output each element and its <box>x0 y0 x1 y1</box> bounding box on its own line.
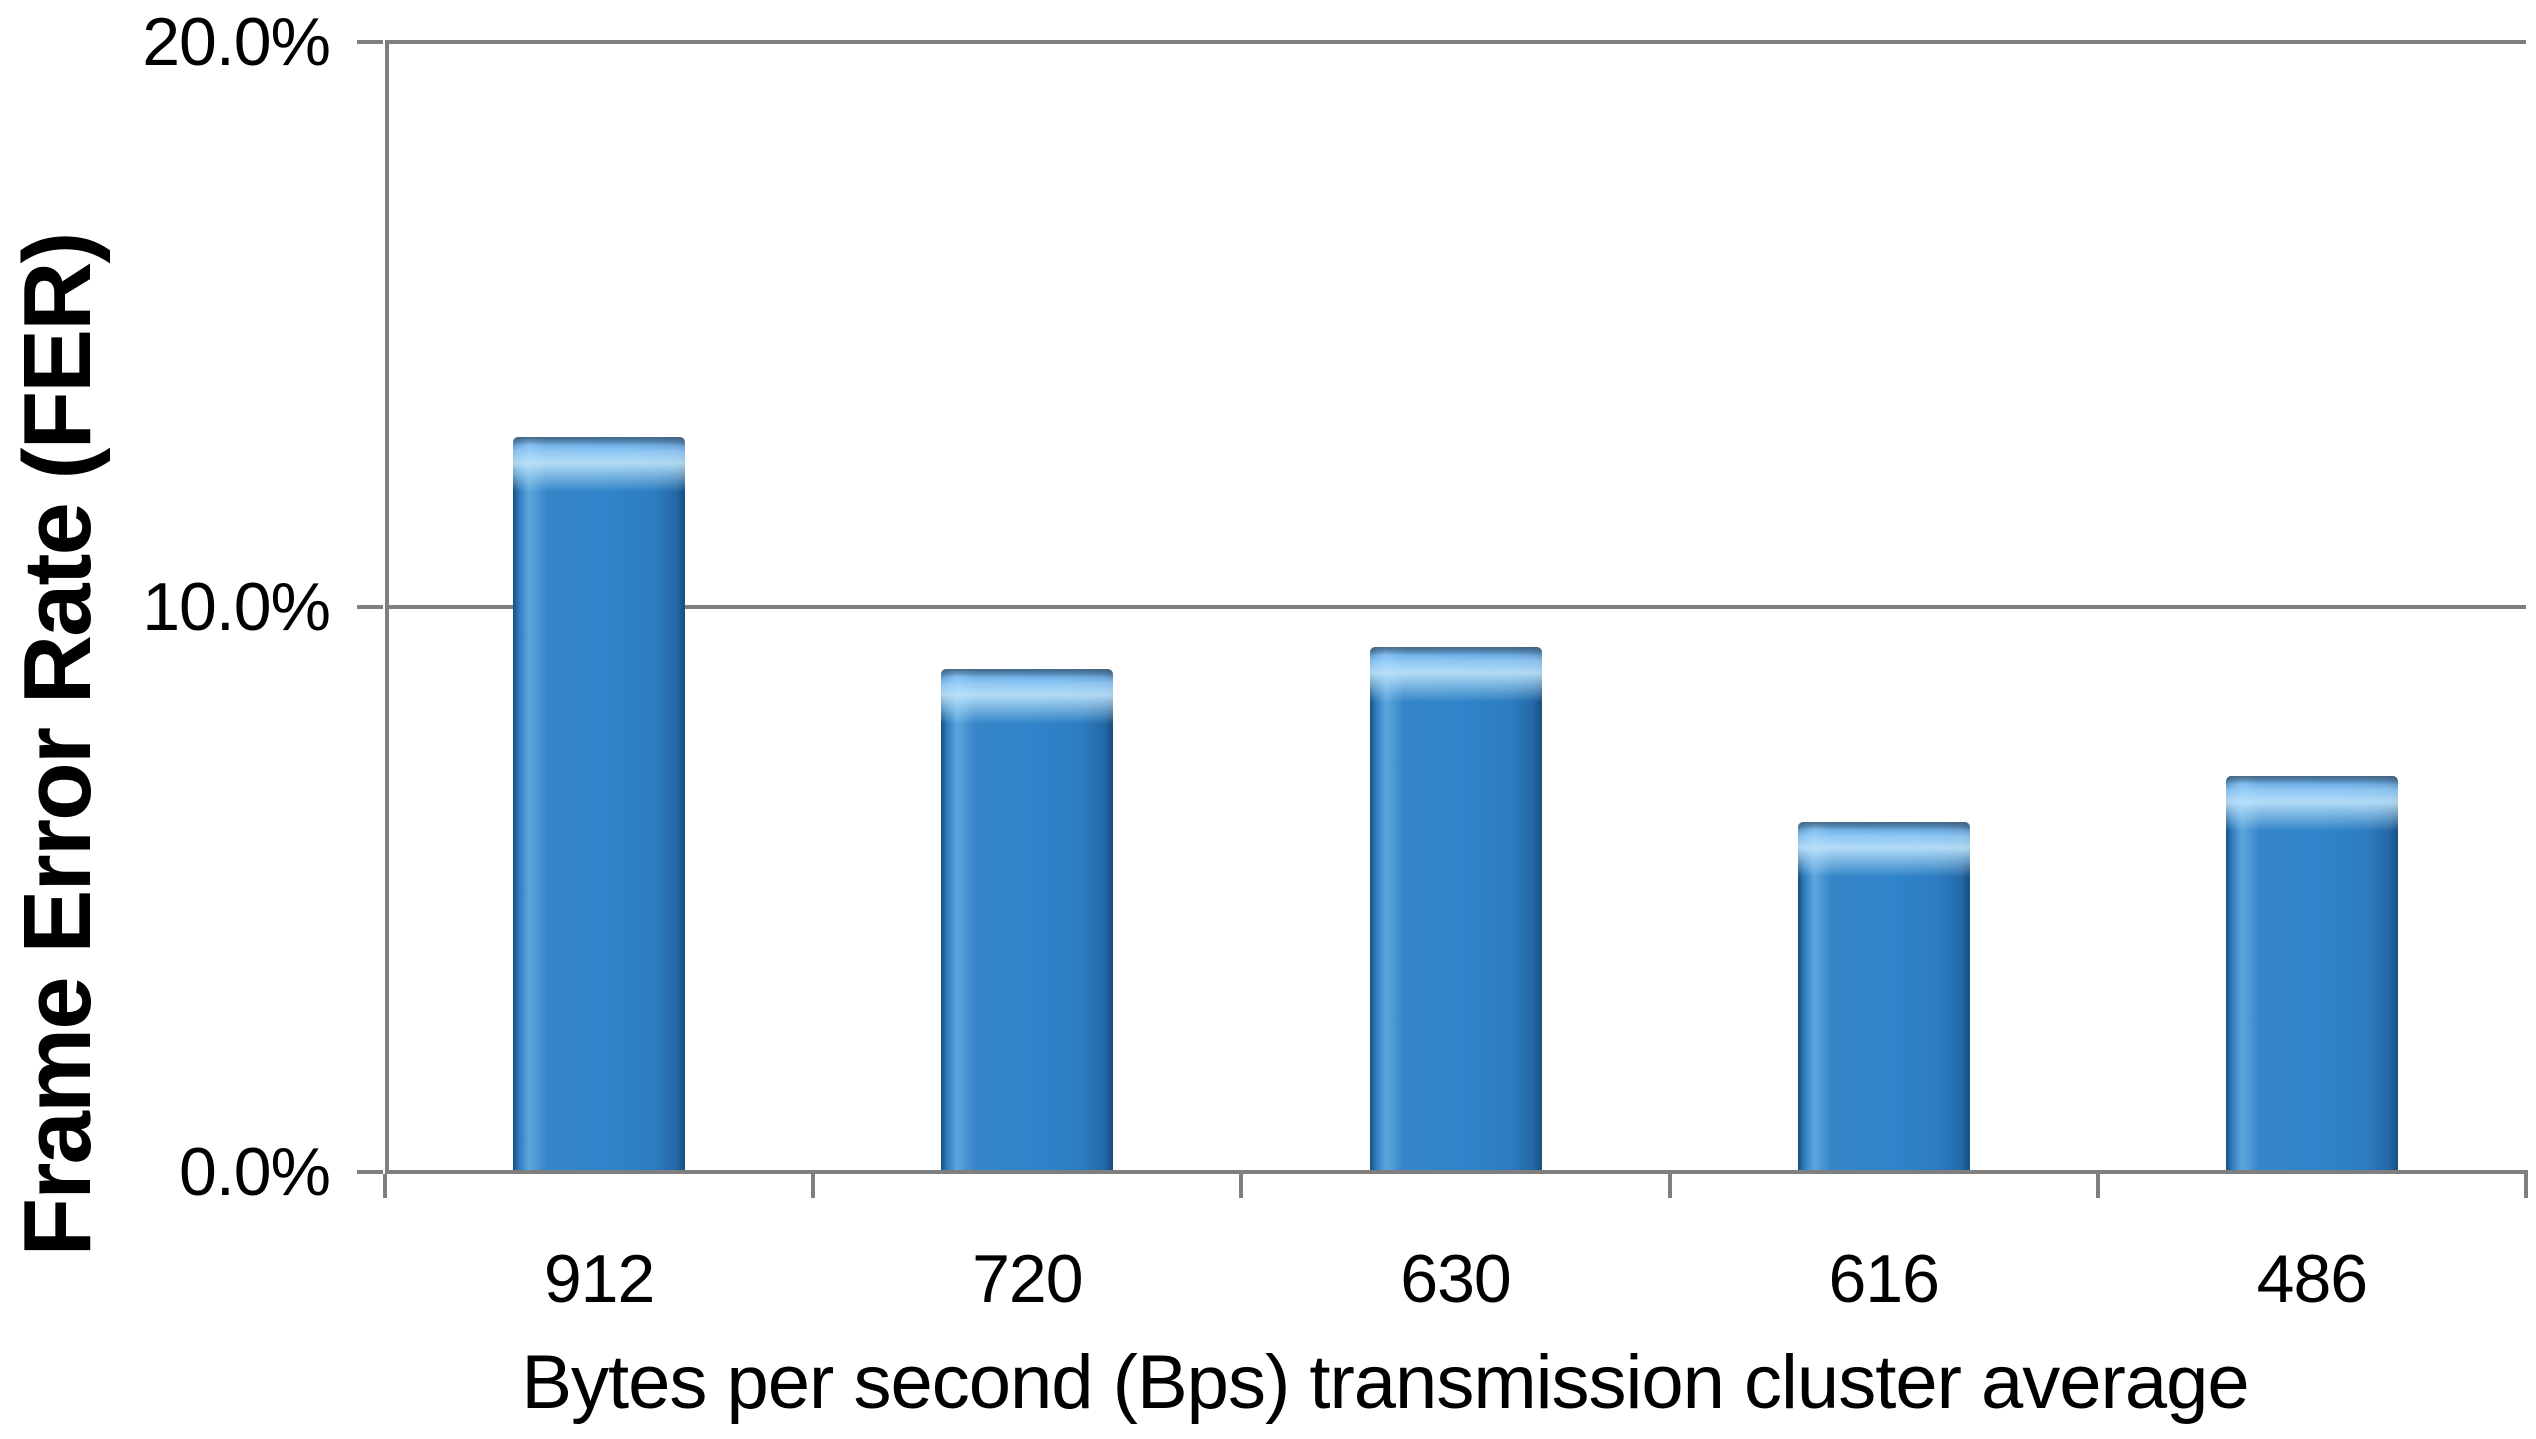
x-tick-label: 720 <box>972 1241 1083 1317</box>
x-tick <box>2524 1174 2528 1198</box>
x-tick-label: 616 <box>1828 1241 1939 1317</box>
gridline-10.0% <box>385 605 2526 609</box>
y-tick <box>357 40 383 44</box>
x-tick <box>2095 1174 2100 1198</box>
y-tick <box>357 605 383 609</box>
x-axis-line <box>385 1170 2528 1174</box>
x-tick <box>1667 1174 1672 1198</box>
y-tick <box>357 1170 383 1174</box>
bar-486 <box>2226 776 2398 1170</box>
bar-720 <box>941 669 1113 1170</box>
y-axis-line <box>385 40 389 1172</box>
x-tick-label: 486 <box>2256 1241 2368 1317</box>
x-tick-label: 912 <box>543 1241 655 1317</box>
bar-630 <box>1370 647 1542 1170</box>
bar-912 <box>513 437 685 1170</box>
x-tick-label: 630 <box>1400 1241 1511 1317</box>
bar-616 <box>1798 822 1970 1170</box>
gridline-20.0% <box>385 40 2526 44</box>
y-tick-label: 0.0% <box>179 1134 331 1210</box>
x-axis-title: Bytes per second (Bps) transmission clus… <box>521 1340 2249 1425</box>
x-tick <box>811 1174 816 1198</box>
x-tick <box>1239 1174 1244 1198</box>
y-tick-label: 10.0% <box>142 569 331 645</box>
y-axis-title: Frame Error Rate (FER) <box>4 233 111 1257</box>
x-tick <box>383 1174 387 1198</box>
y-tick-label: 20.0% <box>142 4 331 80</box>
